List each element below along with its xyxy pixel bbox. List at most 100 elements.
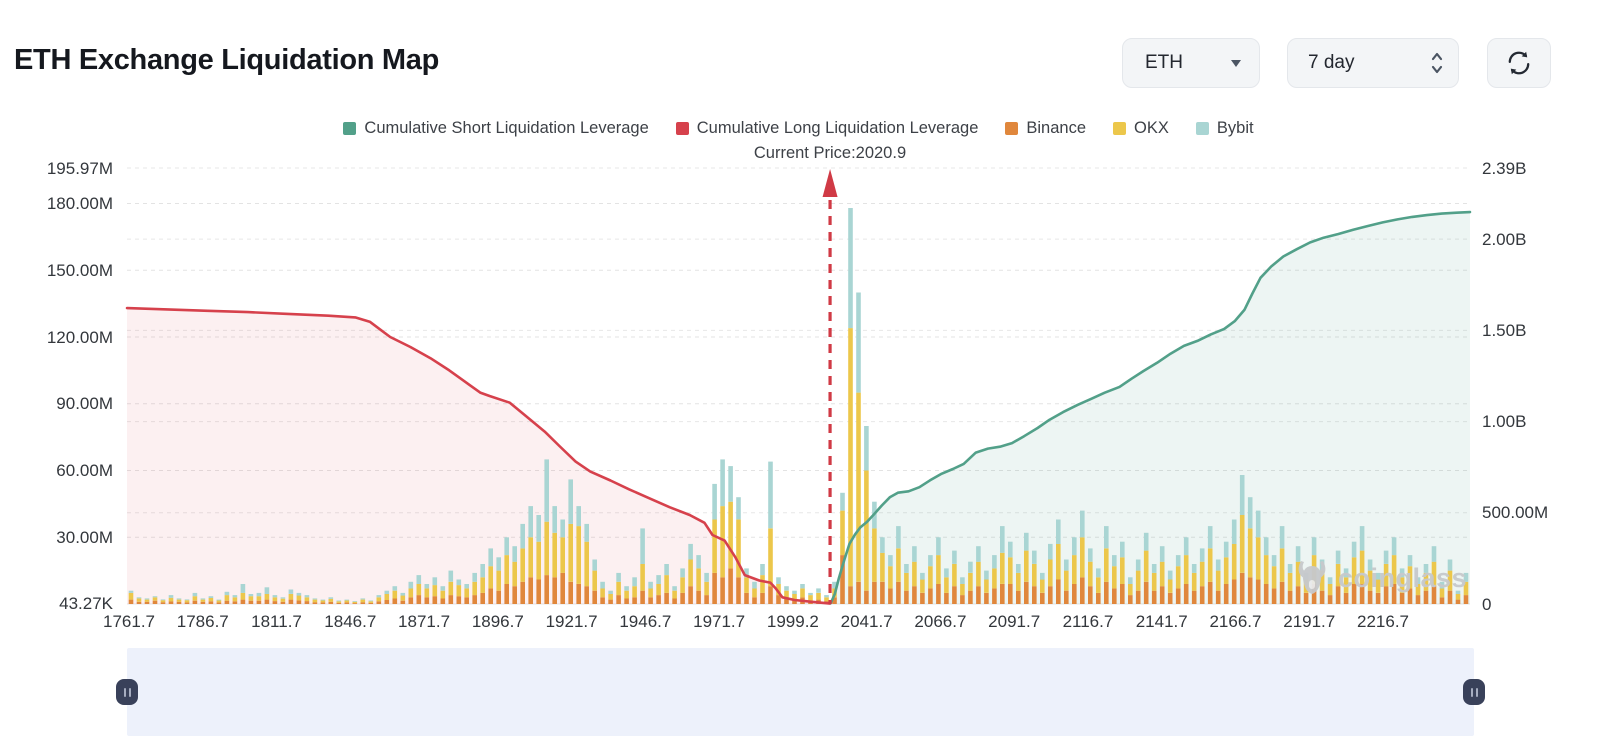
legend-item-bybit[interactable]: Bybit bbox=[1195, 119, 1254, 138]
bar-okx bbox=[600, 588, 605, 598]
bar-binance bbox=[944, 592, 949, 604]
bar-bybit bbox=[152, 596, 158, 598]
bar-bybit bbox=[312, 598, 318, 600]
bar-bybit bbox=[1311, 537, 1317, 556]
bar-binance bbox=[736, 577, 741, 604]
bar-okx bbox=[1271, 566, 1277, 589]
bar-binance bbox=[464, 597, 469, 604]
bar-binance bbox=[1407, 588, 1413, 604]
bar-bybit bbox=[1287, 564, 1293, 573]
bar-okx bbox=[1159, 561, 1165, 587]
refresh-button[interactable] bbox=[1487, 38, 1551, 88]
bar-binance bbox=[1351, 584, 1357, 604]
bar-okx bbox=[344, 600, 350, 603]
bar-binance bbox=[632, 597, 637, 604]
bar-okx bbox=[272, 597, 278, 602]
bar-okx bbox=[424, 588, 430, 598]
legend-item-binance[interactable]: Binance bbox=[1005, 119, 1086, 138]
bar-bybit bbox=[1431, 546, 1437, 562]
bar-bybit bbox=[328, 597, 334, 599]
bar-bybit bbox=[216, 599, 222, 601]
bar-bybit bbox=[504, 537, 509, 556]
bar-bybit bbox=[208, 596, 214, 598]
bar-okx bbox=[200, 599, 206, 602]
bar-bybit bbox=[792, 590, 797, 594]
bar-bybit bbox=[520, 523, 525, 549]
bar-binance bbox=[1399, 592, 1405, 604]
bar-bybit bbox=[1183, 537, 1189, 556]
bar-binance bbox=[272, 601, 278, 604]
bar-bybit bbox=[384, 590, 390, 594]
bar-bybit bbox=[912, 546, 917, 562]
bar-binance bbox=[744, 592, 749, 604]
x-axis-label: 1921.7 bbox=[545, 612, 598, 631]
bar-okx bbox=[1024, 550, 1029, 582]
bar-bybit bbox=[192, 592, 198, 597]
bar-okx bbox=[1064, 570, 1069, 591]
bar-binance bbox=[1215, 590, 1221, 604]
bar-bybit bbox=[512, 546, 517, 562]
bar-bybit bbox=[584, 523, 589, 542]
bar-binance bbox=[1327, 595, 1333, 604]
x-axis-label: 1896.7 bbox=[471, 612, 524, 631]
bar-okx bbox=[408, 588, 414, 598]
bar-bybit bbox=[784, 586, 789, 591]
bar-bybit bbox=[368, 600, 374, 602]
legend-item-cumulative-short[interactable]: Cumulative Short Liquidation Leverage bbox=[343, 119, 649, 138]
bar-okx bbox=[1088, 561, 1093, 587]
bar-binance bbox=[352, 603, 358, 604]
bar-bybit bbox=[1191, 564, 1197, 573]
bar-okx bbox=[1343, 577, 1349, 593]
bar-okx bbox=[288, 594, 294, 600]
bar-okx bbox=[1112, 566, 1117, 589]
bar-okx bbox=[744, 577, 749, 593]
line-short bbox=[829, 210, 1472, 605]
bar-binance bbox=[760, 592, 765, 604]
bar-binance bbox=[368, 602, 374, 604]
legend-label-cumulative-long: Cumulative Long Liquidation Leverage bbox=[696, 119, 979, 137]
bar-okx bbox=[224, 595, 230, 601]
x-axis-label: 2041.7 bbox=[840, 612, 893, 631]
bar-okx bbox=[184, 600, 190, 603]
bar-okx bbox=[528, 537, 533, 578]
symbol-select[interactable]: ETH bbox=[1122, 38, 1260, 88]
period-select[interactable]: 7 day bbox=[1287, 38, 1459, 88]
bar-bybit bbox=[1104, 526, 1109, 549]
bar-okx bbox=[320, 600, 326, 603]
legend-item-okx[interactable]: OKX bbox=[1113, 119, 1169, 138]
bar-bybit bbox=[672, 586, 677, 591]
bar-bybit bbox=[360, 598, 366, 600]
bar-okx bbox=[1295, 561, 1301, 587]
zoom-slider-left-handle[interactable] bbox=[116, 679, 138, 705]
bar-binance bbox=[480, 592, 485, 604]
bar-binance bbox=[456, 596, 462, 604]
bar-binance bbox=[768, 586, 773, 604]
zoom-slider[interactable] bbox=[116, 648, 1485, 736]
bar-binance bbox=[856, 581, 861, 604]
bar-bybit bbox=[720, 459, 725, 507]
bar-binance bbox=[504, 584, 509, 604]
bar-binance bbox=[616, 595, 621, 604]
bar-okx bbox=[448, 581, 454, 596]
bar-binance bbox=[552, 577, 557, 604]
bar-binance bbox=[1375, 592, 1381, 604]
chevron-down-icon bbox=[1231, 59, 1241, 67]
bar-bybit bbox=[1199, 548, 1205, 562]
bar-binance bbox=[1431, 586, 1437, 604]
bar-binance bbox=[1024, 581, 1029, 604]
legend-item-cumulative-long[interactable]: Cumulative Long Liquidation Leverage bbox=[675, 119, 979, 138]
legend-label-okx: OKX bbox=[1134, 119, 1169, 137]
bar-bybit bbox=[976, 546, 981, 562]
bar-binance bbox=[1008, 584, 1013, 604]
bar-binance bbox=[608, 599, 613, 604]
zoom-slider-right-handle[interactable] bbox=[1463, 679, 1485, 705]
bar-okx bbox=[296, 595, 302, 601]
bar-binance bbox=[1239, 572, 1245, 604]
bar-bybit bbox=[336, 600, 342, 602]
bar-binance bbox=[424, 597, 430, 604]
bar-binance bbox=[792, 599, 797, 604]
bar-binance bbox=[1303, 592, 1309, 604]
bar-binance bbox=[448, 595, 454, 604]
bar-bybit bbox=[1455, 590, 1461, 594]
